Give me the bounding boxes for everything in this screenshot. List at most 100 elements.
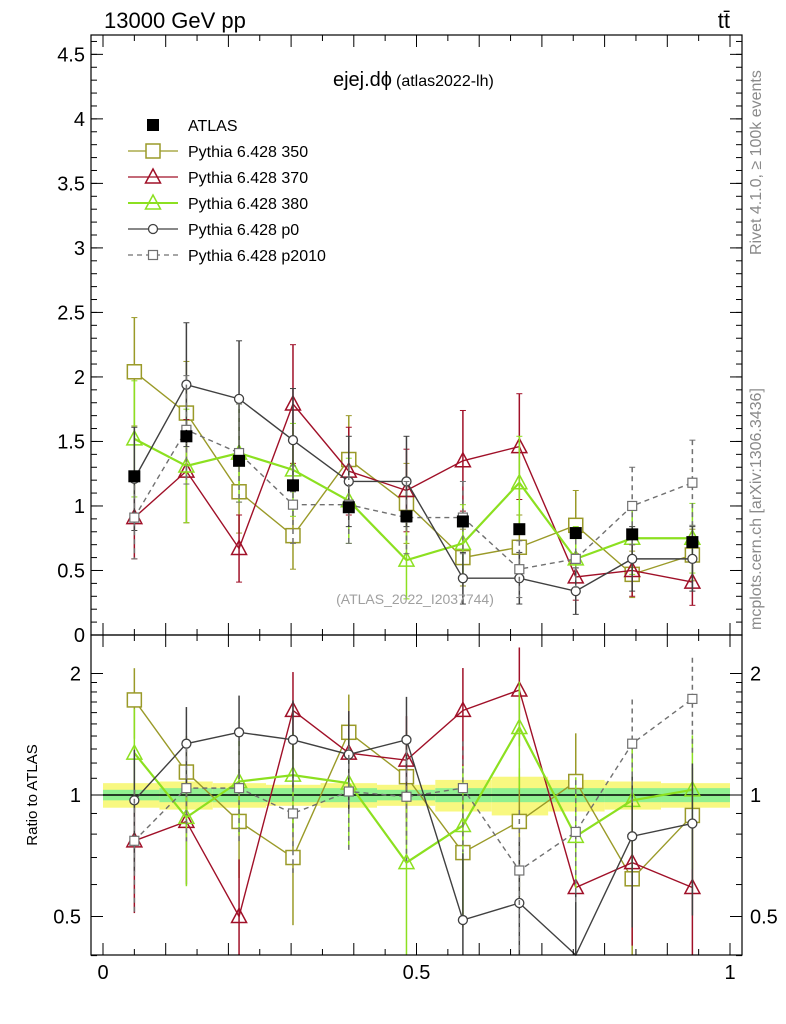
main-y-tick-label: 3 [74,238,85,260]
series-atlas [128,429,699,549]
legend-label-s350: Pythia 6.428 350 [188,144,308,161]
legend-entry-atlas: ATLAS [147,118,238,135]
legend-entry-p0: Pythia 6.428 p0 [128,222,299,239]
legend-marker-s350 [145,143,161,159]
ratio-point-p0 [287,734,299,745]
legend-entry-p2010: Pythia 6.428 p2010 [128,248,326,265]
main-point-s350 [126,364,143,380]
axes-layer: 0 0.5 1 1.5 2 2.5 3 3.5 4 4.5 0 0.5 1 0.5 0.5 1 1 2 2 [53,34,778,984]
process-label: tt̄ [718,8,730,33]
main-point-p2010 [687,477,698,488]
main-y-tick-label: 0.5 [57,560,85,582]
legend-entry-s350: Pythia 6.428 350 [128,143,308,161]
main-point-atlas [233,454,246,467]
main-line-p0 [133,383,693,592]
plot-title-sub: (atlas2022-lh) [396,73,494,90]
main-line-s350 [133,371,693,576]
x-tick-label: 0 [97,962,108,984]
ratio-point-p2010 [627,738,638,749]
main-y-tick-label: 3.5 [57,173,85,195]
main-point-atlas [342,501,355,514]
main-point-p0 [287,435,299,446]
main-point-atlas [180,430,193,443]
main-point-atlas [513,523,526,536]
legend-label-p0: Pythia 6.428 p0 [188,222,299,239]
ratio-point-p2010 [343,786,354,797]
main-point-s370 [230,538,248,556]
ratio-point-s370 [230,906,248,924]
main-point-atlas [626,528,639,541]
legend-label-s380: Pythia 6.428 380 [188,196,308,213]
main-point-p2010 [627,500,638,512]
ratio-y-tick-label-right: 1 [750,785,761,807]
main-point-atlas [456,515,469,528]
rivet-version-label: Rivet 4.1.0, ≥ 100k events [748,70,765,255]
legend-label-atlas: ATLAS [188,118,238,135]
ratio-point-p0 [627,831,638,842]
ratio-point-s380 [397,853,416,870]
ratio-y-tick-label-right: 0.5 [750,907,778,929]
ratio-point-s380 [510,717,529,735]
legend-marker-p0 [147,223,159,235]
main-point-atlas [400,510,413,523]
ratio-point-p2010 [287,808,299,819]
legend-marker-s370 [144,167,162,184]
legend-marker-atlas [147,119,159,131]
main-y-tick-label: 0 [74,625,85,647]
main-point-atlas [569,527,582,540]
main-y-tick-label: 2.5 [57,302,85,324]
ratio-point-p2010 [514,865,525,876]
ratio-point-s350 [126,692,143,708]
ratio-point-p2010 [129,835,140,846]
series-layer [125,317,702,957]
legend-marker-s380 [144,193,162,210]
main-point-s370 [454,451,472,468]
legend-label-p2010: Pythia 6.428 p2010 [188,248,326,265]
main-y-tick-label: 1 [74,496,85,518]
main-point-atlas [128,470,141,483]
main-point-s380 [397,550,416,567]
legend-entry-s380: Pythia 6.428 380 [128,193,308,213]
ratio-point-p2010 [570,826,581,838]
main-y-tick-label: 4 [74,109,85,131]
main-point-s380 [177,456,196,473]
series-s370 [125,344,702,955]
ratio-y-tick-label: 0.5 [53,907,81,929]
main-y-tick-label: 2 [74,367,85,389]
main-point-s380 [510,473,529,490]
mcplots-label: mcplots.cern.ch [arXiv:1306.3436] [748,388,765,630]
series-p0 [129,322,698,957]
main-point-p0 [570,585,581,597]
ratio-y-axis-label: Ratio to ATLAS [24,744,41,845]
ratio-y-tick-label-right: 2 [750,664,761,686]
ratio-point-p2010 [233,783,245,794]
main-y-tick-label: 1.5 [57,431,85,453]
plot-title-main: ejej.dϕ [333,69,392,91]
ratio-point-p0 [401,734,412,745]
ratio-y-tick-label: 2 [70,664,81,686]
main-point-p0 [627,553,638,565]
ratio-y-tick-label: 1 [70,785,81,807]
analysis-watermark: (ATLAS_2022_I2037744) [336,591,494,607]
ratio-point-s370 [454,700,472,718]
main-point-p2010 [287,499,299,510]
ratio-point-p0 [233,727,245,738]
ratio-point-p2010 [457,783,468,794]
legend-entry-s370: Pythia 6.428 370 [128,167,308,187]
x-tick-label: 0.5 [403,962,431,984]
main-point-atlas [686,536,699,549]
ratio-point-p2010 [181,783,192,794]
ratio-point-p0 [181,738,192,749]
legend-label-s370: Pythia 6.428 370 [188,170,308,187]
legend: ATLAS Pythia 6.428 350 Pythia 6.428 370 Pyt… [128,118,326,265]
main-point-p2010 [570,553,581,564]
main-point-p0 [233,393,245,405]
ratio-point-p0 [457,914,469,926]
main-point-p0 [457,573,469,584]
energy-label: 13000 GeV pp [104,8,246,33]
legend-marker-p2010 [147,249,159,261]
main-point-p2010 [514,564,525,575]
x-tick-label: 1 [724,962,735,984]
ratio-line-p2010 [133,698,693,872]
ratio-point-p2010 [401,791,412,802]
